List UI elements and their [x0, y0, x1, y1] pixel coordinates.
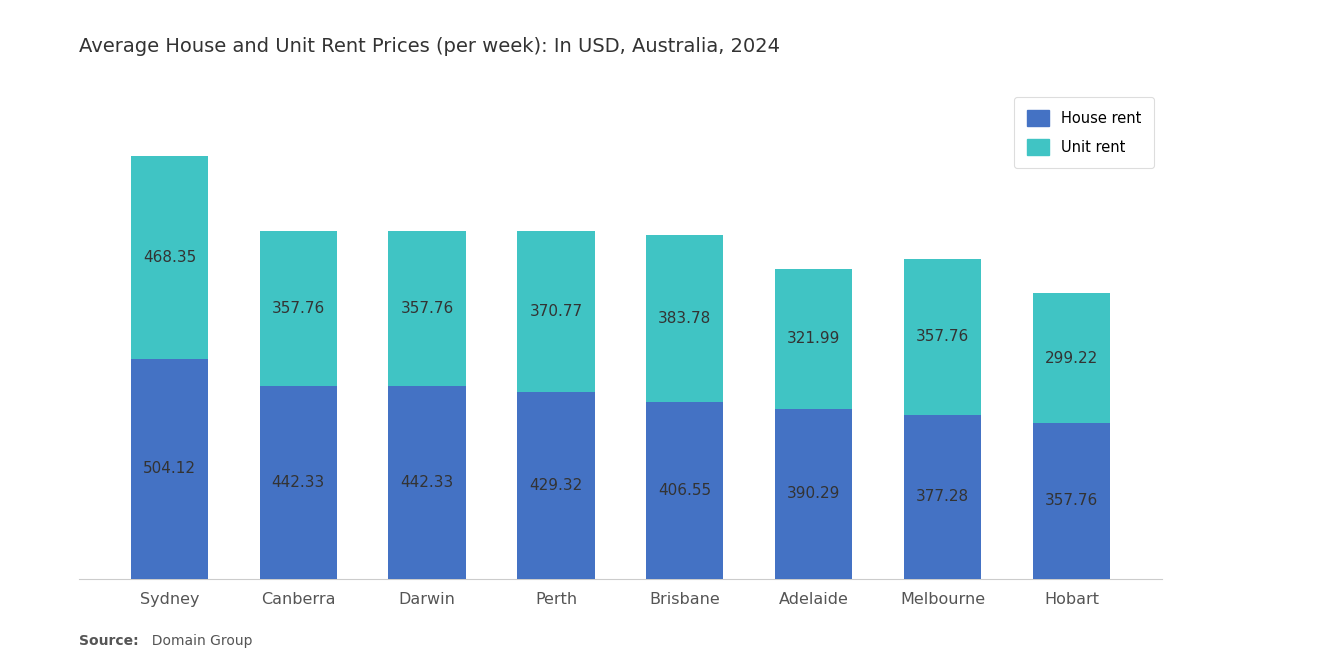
Bar [517, 392, 594, 579]
Text: 357.76: 357.76 [1044, 493, 1098, 508]
Text: 370.77: 370.77 [529, 304, 582, 319]
Text: 390.29: 390.29 [787, 486, 841, 501]
Bar [904, 414, 981, 579]
Text: Source:: Source: [79, 634, 139, 648]
Text: 299.22: 299.22 [1044, 350, 1098, 366]
Text: 321.99: 321.99 [787, 331, 841, 346]
Text: 377.28: 377.28 [916, 489, 969, 504]
Text: 406.55: 406.55 [659, 483, 711, 497]
Text: 442.33: 442.33 [400, 475, 454, 490]
Bar [775, 409, 853, 579]
Bar [517, 231, 594, 392]
Text: 357.76: 357.76 [400, 301, 454, 316]
Bar [647, 402, 723, 579]
Text: 442.33: 442.33 [272, 475, 325, 490]
Bar [1032, 423, 1110, 579]
Bar [647, 235, 723, 402]
Text: 504.12: 504.12 [143, 462, 195, 477]
Text: Domain Group: Domain Group [143, 634, 252, 648]
Bar [131, 156, 209, 360]
Bar [904, 259, 981, 414]
Text: 468.35: 468.35 [143, 250, 197, 265]
Bar [388, 231, 466, 386]
Text: 357.76: 357.76 [916, 329, 969, 344]
Legend: House rent, Unit rent: House rent, Unit rent [1014, 97, 1154, 168]
Bar [260, 386, 337, 579]
Bar [260, 231, 337, 386]
Text: 429.32: 429.32 [529, 477, 582, 493]
Bar [775, 269, 853, 409]
Bar [131, 360, 209, 579]
Text: 357.76: 357.76 [272, 301, 325, 316]
Text: 383.78: 383.78 [659, 311, 711, 326]
Text: Average House and Unit Rent Prices (per week): In USD, Australia, 2024: Average House and Unit Rent Prices (per … [79, 37, 780, 56]
Bar [388, 386, 466, 579]
Bar [1032, 293, 1110, 423]
